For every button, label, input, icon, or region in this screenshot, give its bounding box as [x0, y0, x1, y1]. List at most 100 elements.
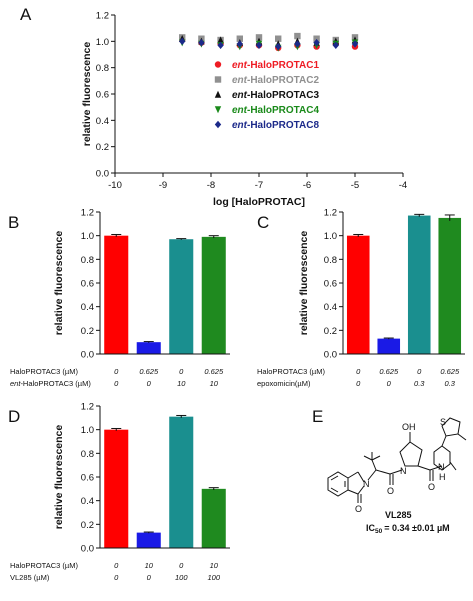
data-point: [255, 34, 263, 41]
condition-value: 10: [210, 379, 219, 388]
y-tick-label: 0.2: [81, 520, 94, 531]
bar: [104, 429, 129, 548]
chain-bond: [441, 435, 447, 447]
lactam-bond: [357, 485, 365, 495]
condition-value: 0: [114, 379, 119, 388]
data-point: [217, 41, 224, 49]
condition-value: 0: [356, 379, 361, 388]
y-tick-label: 0.0: [324, 350, 337, 361]
condition-value: 0: [114, 367, 119, 376]
x-tick-label: -10: [108, 180, 122, 191]
y-tick-label: 0.6: [81, 473, 94, 484]
legend-entry: ent-HaloPROTAC2: [232, 75, 319, 86]
condition-value: 10: [145, 561, 154, 570]
y-tick-label: 0.0: [81, 350, 94, 361]
lactam-bond: [347, 489, 359, 495]
data-point: [236, 40, 243, 48]
condition-label: ent-HaloPROTAC3 (µM): [10, 379, 91, 388]
legend-entry: ent-HaloPROTAC3: [232, 90, 319, 101]
chain-bond: [449, 461, 457, 471]
y-tick-label: 0.6: [81, 279, 94, 290]
y-tick-label: 0.6: [96, 90, 109, 101]
data-point: [313, 35, 320, 42]
legend-entry-suffix: -HaloPROTAC2: [247, 75, 319, 86]
scatter-chart-a: 0.0 0.2 0.4 0.6 0.8 1.0 1.2 relative fluorescen…: [81, 11, 407, 209]
bar: [104, 235, 129, 354]
data-point: [214, 90, 222, 98]
lactam-oxygen-label: O: [355, 504, 362, 514]
y-tick-label: 0.8: [81, 255, 94, 266]
legend-entry-prefix: ent: [232, 105, 248, 116]
x-tick-label: -7: [255, 180, 263, 191]
condition-value: 10: [177, 379, 186, 388]
y-tick-label: 1.2: [81, 208, 94, 219]
bar: [169, 416, 194, 548]
isoindolinone-nitrogen-label: N: [363, 479, 370, 489]
y-tick-label: 0.8: [81, 449, 94, 460]
data-point: [214, 61, 222, 68]
methyl-bond: [457, 433, 467, 441]
data-point: [236, 35, 243, 42]
condition-label-text: -HaloPROTAC3 (µM): [20, 379, 91, 388]
panel-letter-b: B: [8, 213, 19, 232]
condition-label: VL285 (µM): [10, 573, 50, 582]
condition-label-text: epoxomicin(µM): [257, 379, 311, 388]
y-tick-label: 0.4: [81, 302, 94, 313]
chain-bond: [371, 459, 377, 471]
amide-nitrogen-label: N: [438, 462, 445, 472]
chain-bond: [389, 469, 403, 475]
y-axis-title: relative fluorescence: [53, 425, 65, 530]
y-tick-label: 0.2: [324, 326, 337, 337]
y-tick-label: 0.8: [324, 255, 337, 266]
y-tick-label: 0.0: [96, 169, 109, 180]
condition-value: 0.625: [440, 367, 460, 376]
condition-value: 0: [114, 573, 119, 582]
y-tick-label: 1.0: [81, 231, 94, 242]
vl285-atom-labels: OH N N N H O O O S VL285 IC50 = 0.34 ±0.0…: [355, 417, 450, 535]
y-tick-label: 1.2: [81, 402, 94, 413]
amide-hydrogen-label: H: [439, 472, 446, 482]
data-point: [255, 41, 263, 49]
condition-value: 0: [179, 367, 184, 376]
legend-entry-prefix: ent: [232, 120, 248, 131]
ic50-value: = 0.34 ±0.01 µM: [384, 523, 449, 533]
thiazole-sulfur-label: S: [440, 417, 446, 427]
y-tick-label: 0.6: [324, 279, 337, 290]
legend-entry-suffix: -HaloPROTAC4: [247, 105, 319, 116]
legend-entry-prefix: ent: [232, 75, 248, 86]
thiazole-ring: [441, 417, 461, 437]
y-tick-label: 0.0: [81, 544, 94, 555]
bar-chart-c: 0.0 0.2 0.4 0.6 0.8 1.0 1.2 relative fluorescen…: [257, 208, 465, 388]
x-axis-title: log [HaloPROTAC]: [213, 196, 305, 208]
condition-value: 0: [147, 379, 152, 388]
panel-letter-c: C: [257, 213, 269, 232]
legend-entry-suffix: -HaloPROTAC8: [247, 120, 319, 131]
data-point: [214, 106, 222, 114]
condition-value: 0: [179, 561, 184, 570]
ic50-label-text: IC: [366, 523, 376, 533]
data-point: [294, 32, 301, 40]
chain-bond: [367, 469, 377, 481]
condition-value: 0.625: [379, 367, 399, 376]
y-tick-label: 0.4: [324, 302, 337, 313]
y-axis-title: relative fluorescence: [53, 231, 65, 336]
bar-chart-b: 0.0 0.2 0.4 0.6 0.8 1.0 1.2 relative fluorescen…: [10, 208, 230, 388]
aromatic-bond: [330, 475, 339, 481]
data-point: [198, 38, 205, 47]
x-tick-label: -6: [303, 180, 311, 191]
y-axis-title: relative fluorescence: [298, 231, 310, 336]
hydroxyproline-ring: [399, 441, 423, 467]
bar: [201, 488, 226, 548]
ic50-label: IC50 = 0.34 ±0.01 µM: [366, 523, 450, 535]
chain-bond: [417, 465, 431, 471]
condition-value: 100: [175, 573, 188, 582]
aromatic-bond: [330, 487, 339, 493]
y-tick-label: 0.2: [96, 142, 109, 153]
vl285-structure: [327, 417, 467, 503]
ic50-subscript: 50: [375, 528, 383, 535]
y-tick-label: 1.2: [96, 11, 109, 22]
condition-value: 0.625: [139, 367, 159, 376]
data-point: [275, 42, 282, 51]
x-tick-label: -5: [351, 180, 359, 191]
